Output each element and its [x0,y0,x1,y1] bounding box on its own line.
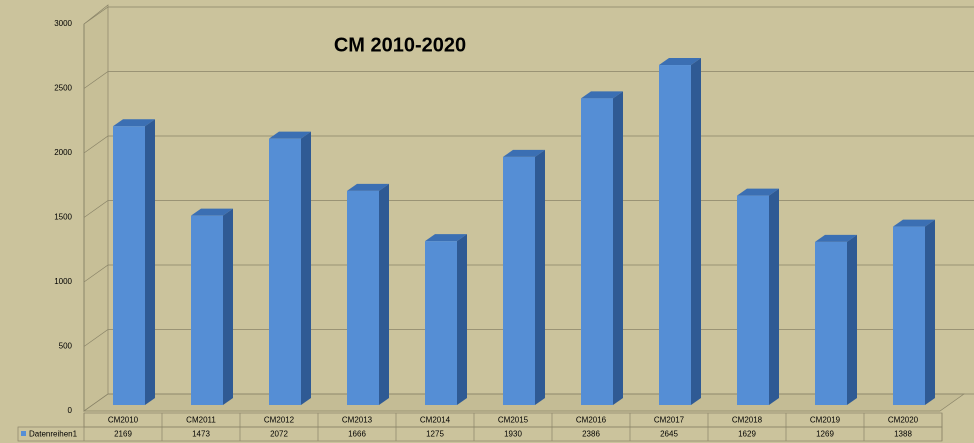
x-tick-label: CM2015 [498,416,529,425]
table-value: 2645 [660,430,678,439]
bar [659,65,691,406]
bar-top [425,234,467,242]
bar-top [191,208,233,216]
bar-top [815,234,857,242]
x-tick-label: CM2014 [420,416,451,425]
table-value: 1388 [894,430,912,439]
x-tick-label: CM2016 [576,416,607,425]
bar-top [659,58,701,66]
bar-side [223,208,233,405]
bar-side [145,119,155,406]
bar-top [269,131,311,139]
bar-side [691,58,701,406]
bar-side [925,219,935,405]
chart-title: CM 2010-2020 [334,34,466,56]
table-value: 1275 [426,430,444,439]
bar-side [301,131,311,405]
x-tick-label: CM2017 [654,416,685,425]
x-tick-label: CM2012 [264,416,295,425]
bar-top [503,149,545,157]
x-tick-label: CM2013 [342,416,373,425]
x-tick-label: CM2010 [108,416,139,425]
bar [113,126,145,406]
table-value: 1473 [192,430,210,439]
table-value: 1666 [348,430,366,439]
bar-top [347,183,389,191]
grid-line [83,6,974,25]
table-value: 2169 [114,430,132,439]
bar [815,241,847,405]
bar [425,241,457,405]
y-tick-label: 3000 [54,19,72,28]
legend-key [21,431,26,436]
bar-side [769,188,779,405]
y-tick-label: 500 [59,342,73,351]
y-tick-label: 2500 [54,84,72,93]
bar [191,215,223,405]
bar-side [535,149,545,405]
table-value: 1629 [738,430,756,439]
bar-top [113,119,155,127]
bar [347,190,379,405]
table-value: 2386 [582,430,600,439]
table-value: 1269 [816,430,834,439]
y-tick-label: 0 [68,406,73,415]
bar [737,195,769,405]
y-tick-label: 2000 [54,148,72,157]
table-value: 2072 [270,430,288,439]
table-value: 1930 [504,430,522,439]
bar [503,156,535,405]
bar-side [457,234,467,405]
bar-top [893,219,935,227]
bar [269,138,301,405]
bar [581,98,613,406]
bar-top [737,188,779,196]
x-tick-label: CM2020 [888,416,919,425]
bar-side [847,234,857,405]
y-tick-label: 1500 [54,213,72,222]
x-tick-label: CM2018 [732,416,763,425]
bar-top [581,91,623,99]
side-wall [83,4,109,412]
bar-side [613,91,623,406]
x-tick-label: CM2019 [810,416,841,425]
bar [893,226,925,405]
x-tick-label: CM2011 [186,416,216,425]
legend-label: Datenreihen1 [29,430,78,439]
bar-side [379,183,389,405]
y-tick-label: 1000 [54,277,72,286]
